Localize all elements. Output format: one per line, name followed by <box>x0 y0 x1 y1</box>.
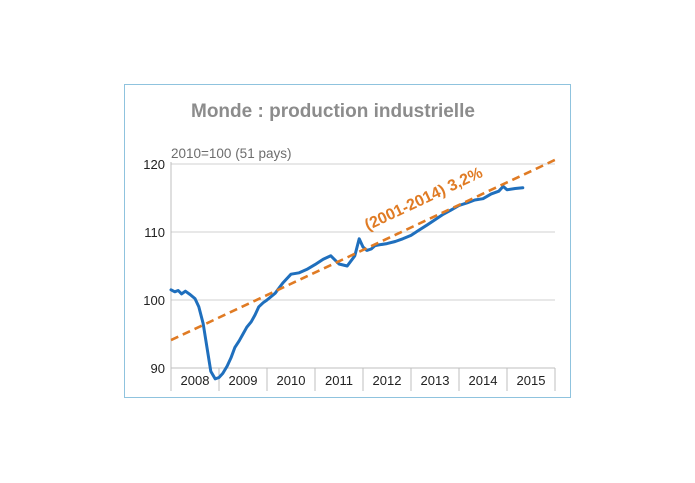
series-group <box>169 158 556 381</box>
axes <box>170 162 556 391</box>
trend-line <box>170 158 556 342</box>
x-tick-labels: 2008 2009 2010 2011 2012 2013 2014 2015 <box>181 373 546 388</box>
x-tick-label: 2014 <box>469 373 498 388</box>
chart-subtitle: 2010=100 (51 pays) <box>171 146 291 161</box>
y-tick-labels: 90 100 110 120 <box>143 157 165 376</box>
y-tick-label: 100 <box>143 293 165 308</box>
x-tick-label: 2010 <box>277 373 306 388</box>
x-tick-label: 2015 <box>517 373 546 388</box>
gridlines <box>171 163 555 301</box>
x-tick-label: 2009 <box>229 373 258 388</box>
chart-title: Monde : production industrielle <box>191 101 475 122</box>
trend-annotation: (2001-2014) 3,2% <box>362 164 485 234</box>
x-tick-label: 2011 <box>325 373 353 388</box>
x-tick-label: 2008 <box>181 373 210 388</box>
x-tick-label: 2012 <box>373 373 402 388</box>
chart-svg: Monde : production industrielle 2010=100… <box>143 101 556 391</box>
x-tick-label: 2013 <box>421 373 450 388</box>
production-line <box>169 184 525 381</box>
y-tick-label: 90 <box>151 361 165 376</box>
y-tick-label: 120 <box>143 157 165 172</box>
y-tick-label: 110 <box>144 225 165 240</box>
chart-frame: Monde : production industrielle 2010=100… <box>124 84 571 398</box>
